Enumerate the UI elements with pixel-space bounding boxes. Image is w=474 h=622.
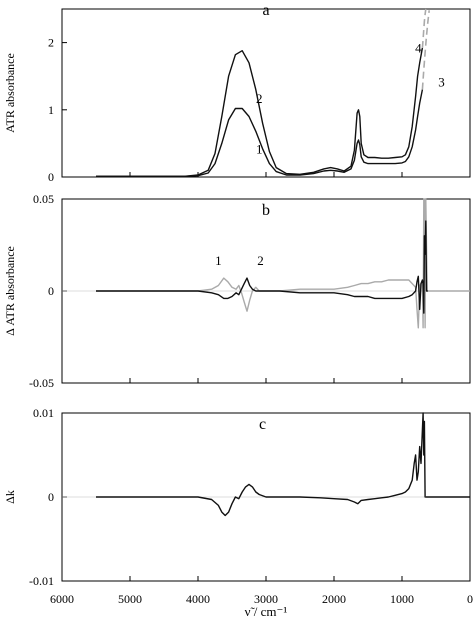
- y-tick-label: 1: [48, 103, 54, 117]
- y-tick-label: 0: [48, 490, 54, 504]
- x-tick-label: 2000: [322, 592, 346, 606]
- curve-label-3: 3: [438, 74, 445, 89]
- panel-c: -0.01 0 0.01 6000 5000 4000 3000 2000 1000 0 Δk c ν̃…: [3, 406, 473, 619]
- curve-label-4: 4: [415, 41, 422, 56]
- series-b-1-line: [96, 198, 470, 329]
- x-axis-title: ν̃ / cm⁻¹: [245, 604, 288, 619]
- series-a-2-line: [96, 47, 424, 178]
- series-a-1-line: [96, 89, 424, 178]
- x-tick-label: 3000: [254, 592, 278, 606]
- series-b-2-line: [96, 220, 428, 314]
- x-tick-label: 1000: [390, 592, 414, 606]
- x-tick-label: 5000: [118, 592, 142, 606]
- plot-frame: [61, 8, 471, 178]
- y-tick-label: 0: [48, 170, 54, 184]
- y-tick-label: 2: [48, 36, 54, 50]
- y-tick-label: -0.05: [29, 376, 54, 390]
- y-tick-label: 0: [48, 284, 54, 298]
- panel-a: 0 1 2 ATR absorbance 1 2 3 4 a: [3, 2, 471, 184]
- curve-label-2: 2: [257, 253, 264, 268]
- x-tick-label: 0: [467, 592, 473, 606]
- y-tick-label: -0.01: [29, 574, 54, 588]
- series-c-0-line: [96, 412, 426, 517]
- y-tick-label: 0.05: [33, 192, 54, 206]
- curve-label-1: 1: [256, 141, 263, 156]
- curve-label-1: 1: [215, 253, 222, 268]
- panel-b: -0.05 0 0.05 Δ ATR absorbance 1 2 b: [3, 192, 471, 390]
- panel-letter: b: [262, 202, 270, 219]
- y-tick-label: 0.01: [33, 406, 54, 420]
- curve-label-2: 2: [256, 91, 263, 106]
- series-a-4-line: [421, 8, 427, 49]
- x-tick-label: 6000: [50, 592, 74, 606]
- panel-letter: a: [262, 2, 269, 19]
- y-axis-title: Δ ATR absorbance: [3, 246, 17, 336]
- y-axis-title: ATR absorbance: [3, 53, 17, 133]
- panel-letter: c: [259, 416, 266, 433]
- x-tick-label: 4000: [186, 592, 210, 606]
- y-axis-title: Δk: [3, 490, 17, 504]
- series-a-3-line: [421, 10, 430, 90]
